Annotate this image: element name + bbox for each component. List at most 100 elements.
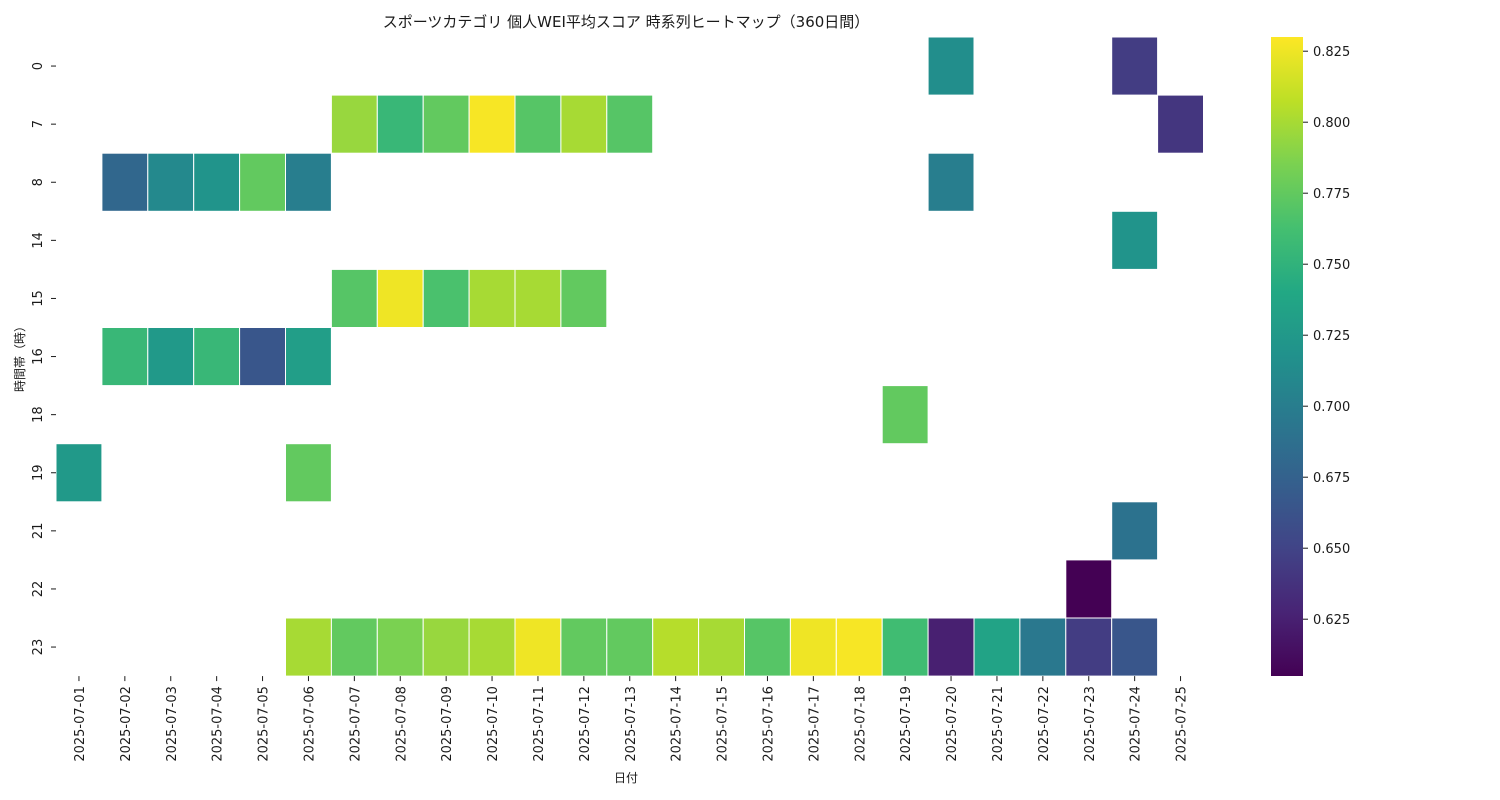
x-tick-label: 2025-07-24 [1129, 686, 1144, 762]
x-tick-label: 2025-07-13 [624, 686, 639, 762]
x-tick-label: 2025-07-25 [1175, 686, 1190, 762]
heatmap-cell [927, 152, 975, 212]
colorbar-tick-label: 0.750 [1313, 258, 1350, 273]
x-tick-label: 2025-07-22 [1037, 686, 1052, 762]
heatmap-cell [1111, 617, 1159, 677]
heatmap-cell [560, 268, 608, 328]
heatmap-cell [881, 385, 929, 445]
y-tick-label: 21 [31, 523, 46, 540]
x-tick-label: 2025-07-14 [670, 686, 685, 762]
x-tick-label: 2025-07-15 [716, 686, 731, 762]
heatmap-cell [330, 268, 378, 328]
y-tick-label: 7 [31, 120, 46, 128]
colorbar-tick-label: 0.825 [1313, 45, 1350, 60]
colorbar-tick-label: 0.800 [1313, 116, 1350, 131]
heatmap-cell [422, 617, 470, 677]
y-tick-label: 14 [31, 232, 46, 249]
x-tick-label: 2025-07-23 [1083, 686, 1098, 762]
y-tick-label: 15 [31, 290, 46, 307]
heatmap-cell [514, 268, 562, 328]
heatmap-cell [239, 327, 287, 387]
y-tick-label: 19 [31, 464, 46, 481]
heatmap-cell [1065, 617, 1113, 677]
heatmap-cell [881, 617, 929, 677]
heatmap-cell [927, 617, 975, 677]
y-tick-label: 18 [31, 406, 46, 423]
heatmap-cell [606, 617, 654, 677]
y-tick-label: 23 [31, 639, 46, 656]
y-axis-label: 時間帯（時） [13, 320, 27, 392]
x-tick-label: 2025-07-19 [899, 686, 914, 762]
x-tick-label: 2025-07-05 [257, 686, 272, 762]
x-tick-label: 2025-07-06 [302, 686, 317, 762]
heatmap-cell [55, 443, 103, 503]
heatmap-cell [1065, 559, 1113, 619]
heatmap-cell [376, 617, 424, 677]
heatmap-cell [422, 94, 470, 154]
colorbar-tick-label: 0.625 [1313, 613, 1350, 628]
heatmap-cell [606, 94, 654, 154]
heatmap-cell [835, 617, 883, 677]
heatmap-cell [1111, 36, 1159, 96]
colorbar-tick-label: 0.675 [1313, 471, 1350, 486]
heatmap-cell [147, 152, 195, 212]
x-tick-label: 2025-07-17 [807, 686, 822, 762]
heatmap-cell [514, 94, 562, 154]
heatmap-cell [422, 268, 470, 328]
heatmap-cell [193, 152, 241, 212]
heatmap-cell [101, 327, 149, 387]
heatmap-cell [789, 617, 837, 677]
x-tick-label: 2025-07-02 [119, 686, 134, 762]
heatmap-cell [468, 268, 516, 328]
x-tick-label: 2025-07-03 [165, 686, 180, 762]
x-tick-label: 2025-07-01 [73, 686, 88, 762]
heatmap-cell [1157, 94, 1204, 154]
heatmap-cell [560, 617, 608, 677]
heatmap-cell [1111, 501, 1159, 561]
colorbar-axis: 0.625 0.650 0.675 0.700 0.725 0.750 0.775 0.800… [1303, 45, 1350, 628]
heatmap-cell [927, 36, 975, 96]
x-tick-label: 2025-07-16 [761, 686, 776, 762]
colorbar-tick-label: 0.775 [1313, 187, 1350, 202]
x-tick-label: 2025-07-21 [991, 686, 1006, 762]
heatmap-cell [376, 94, 424, 154]
heatmap-cell [330, 617, 378, 677]
x-tick-label: 2025-07-11 [532, 686, 547, 762]
heatmap-cell [285, 152, 332, 212]
heatmap-cell [973, 617, 1021, 677]
x-tick-label: 2025-07-18 [853, 686, 868, 762]
colorbar-tick-label: 0.700 [1313, 400, 1350, 415]
heatmap-cell [652, 617, 700, 677]
colorbar [1271, 37, 1303, 676]
y-tick-label: 16 [31, 348, 46, 365]
heatmap-cell [468, 94, 516, 154]
x-tick-label: 2025-07-08 [394, 686, 409, 762]
x-tick-label: 2025-07-20 [945, 686, 960, 762]
heatmap-cell [285, 443, 332, 503]
y-tick-label: 0 [31, 62, 46, 70]
heatmap-cell [698, 617, 745, 677]
x-tick-label: 2025-07-07 [348, 686, 363, 762]
chart-title: スポーツカテゴリ 個人WEI平均スコア 時系列ヒートマップ（360日間） [383, 13, 870, 31]
y-tick-label: 22 [31, 581, 46, 598]
heatmap-cell [1111, 210, 1159, 270]
heatmap-cell [376, 268, 424, 328]
heatmap-cell [468, 617, 516, 677]
heatmap-cell [285, 327, 332, 387]
heatmap-cell [101, 152, 149, 212]
x-axis: 2025-07-01 2025-07-02 2025-07-03 2025-07-04… [73, 676, 1190, 762]
heatmap-cell [560, 94, 608, 154]
x-tick-label: 2025-07-10 [486, 686, 501, 762]
heatmap-cell [1019, 617, 1067, 677]
x-tick-label: 2025-07-09 [440, 686, 455, 762]
colorbar-tick-label: 0.650 [1313, 542, 1350, 557]
x-tick-label: 2025-07-04 [211, 686, 226, 762]
heatmap-cell [147, 327, 195, 387]
heatmap-cell [285, 617, 332, 677]
heatmap-cell [514, 617, 562, 677]
x-tick-label: 2025-07-12 [578, 686, 593, 762]
y-tick-label: 8 [31, 178, 46, 186]
heatmap-cells [55, 36, 1204, 677]
y-axis: 0 7 8 14 15 16 18 19 21 22 23 [31, 62, 56, 655]
heatmap-cell [193, 327, 241, 387]
